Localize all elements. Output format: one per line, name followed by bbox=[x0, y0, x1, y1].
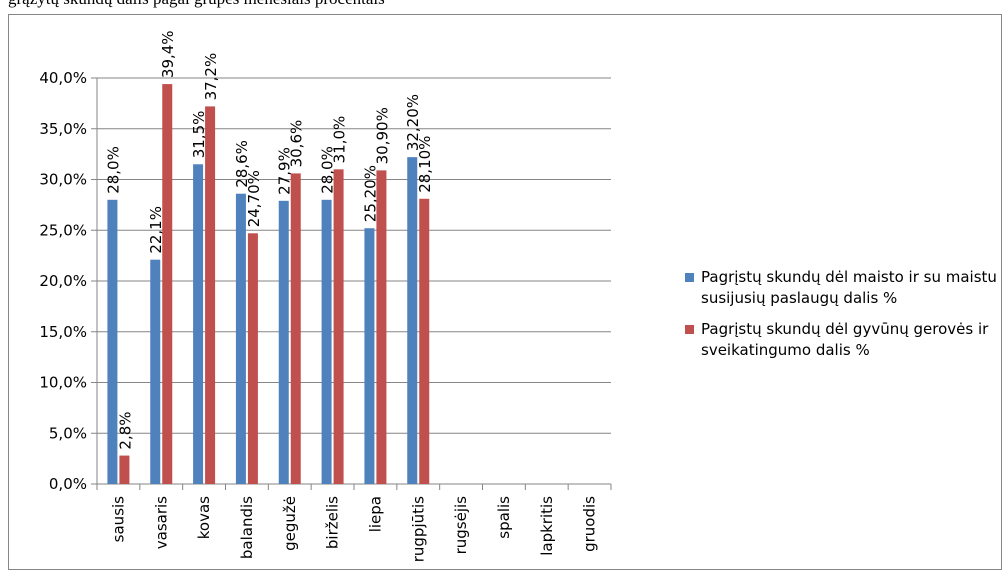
legend-swatch-series-1 bbox=[685, 273, 694, 282]
bar-series-1 bbox=[321, 199, 332, 485]
bar-series-1 bbox=[193, 164, 204, 484]
bar-series-1 bbox=[278, 200, 289, 484]
data-label: 27,9% bbox=[276, 147, 294, 195]
bar-series-1 bbox=[407, 157, 418, 485]
x-tick-label: gruodis bbox=[581, 496, 599, 552]
data-label: 28,0% bbox=[319, 146, 337, 194]
legend-item-series-2: Pagrįstų skundų dėl gyvūnų gerovės ir sv… bbox=[685, 319, 1007, 361]
x-tick-label: rugsėjis bbox=[452, 496, 470, 555]
bar-series-2 bbox=[205, 106, 216, 485]
bar-series-2 bbox=[247, 233, 258, 484]
chart-legend: Pagrįstų skundų dėl maisto ir su maistu … bbox=[685, 267, 1007, 371]
data-label: 2,8% bbox=[116, 411, 134, 449]
y-tick-label: 15,0% bbox=[39, 323, 87, 341]
y-tick-label: 0,0% bbox=[49, 475, 87, 493]
data-label: 28,0% bbox=[104, 146, 122, 194]
bar-series-2 bbox=[419, 198, 430, 484]
header-text: grąžytų skundų dalis pagal grupes mėnesi… bbox=[8, 0, 385, 9]
y-tick-label: 25,0% bbox=[39, 221, 87, 239]
bar-series-2 bbox=[333, 169, 344, 484]
data-label: 28,6% bbox=[233, 140, 251, 188]
x-tick-label: rugpjūtis bbox=[409, 496, 427, 562]
data-label: 28,10% bbox=[416, 136, 434, 193]
x-tick-label: lapkritis bbox=[538, 496, 556, 556]
bar-series-2 bbox=[162, 84, 173, 484]
y-tick-label: 5,0% bbox=[49, 424, 87, 442]
y-tick-label: 10,0% bbox=[39, 374, 87, 392]
header-strip: grąžytų skundų dalis pagal grupes mėnesi… bbox=[0, 0, 1007, 12]
chart-frame: 0,0% 5,0% 10,0% 15,0% 20,0% 25,0% 30,0% 35,0% 40… bbox=[8, 14, 1002, 570]
y-tick-label: 20,0% bbox=[39, 272, 87, 290]
data-label: 30,6% bbox=[288, 120, 306, 168]
y-tick-label: 40,0% bbox=[39, 69, 87, 87]
bar-series-1 bbox=[150, 259, 161, 484]
x-tick-label: spalis bbox=[495, 496, 513, 539]
legend-swatch-series-2 bbox=[685, 325, 694, 334]
bar-series-1 bbox=[107, 199, 118, 485]
data-label: 22,1% bbox=[147, 206, 165, 254]
legend-label-series-1: Pagrįstų skundų dėl maisto ir su maistu … bbox=[701, 268, 997, 307]
x-tick-label: sausis bbox=[109, 496, 127, 542]
bar-series-1 bbox=[364, 228, 375, 484]
data-label: 30,90% bbox=[373, 107, 391, 164]
x-tick-label: birželis bbox=[324, 496, 342, 549]
data-label: 39,4% bbox=[159, 30, 177, 78]
x-tick-label: vasaris bbox=[152, 496, 170, 549]
data-label: 37,2% bbox=[202, 53, 220, 101]
bar-series-2 bbox=[290, 173, 301, 484]
x-tick-label: gegužė bbox=[281, 496, 299, 551]
x-tick-label: liepa bbox=[366, 496, 384, 532]
chart-plot: 0,0% 5,0% 10,0% 15,0% 20,0% 25,0% 30,0% 35,0% 40… bbox=[39, 30, 612, 562]
x-tick-label: kovas bbox=[195, 496, 213, 539]
data-label: 31,0% bbox=[331, 116, 349, 164]
legend-item-series-1: Pagrįstų skundų dėl maisto ir su maistu … bbox=[685, 267, 1007, 309]
data-label: 25,20% bbox=[361, 165, 379, 222]
bar-series-1 bbox=[235, 193, 246, 484]
data-label: 31,5% bbox=[190, 111, 208, 159]
data-label: 24,70% bbox=[245, 170, 263, 227]
y-tick-label: 35,0% bbox=[39, 120, 87, 138]
bar-series-2 bbox=[376, 170, 387, 485]
data-label: 32,20% bbox=[404, 94, 422, 151]
y-tick-label: 30,0% bbox=[39, 171, 87, 189]
bar-series-2 bbox=[119, 455, 130, 484]
x-tick-label: balandis bbox=[238, 496, 256, 559]
legend-label-series-2: Pagrįstų skundų dėl gyvūnų gerovės ir sv… bbox=[701, 320, 989, 359]
